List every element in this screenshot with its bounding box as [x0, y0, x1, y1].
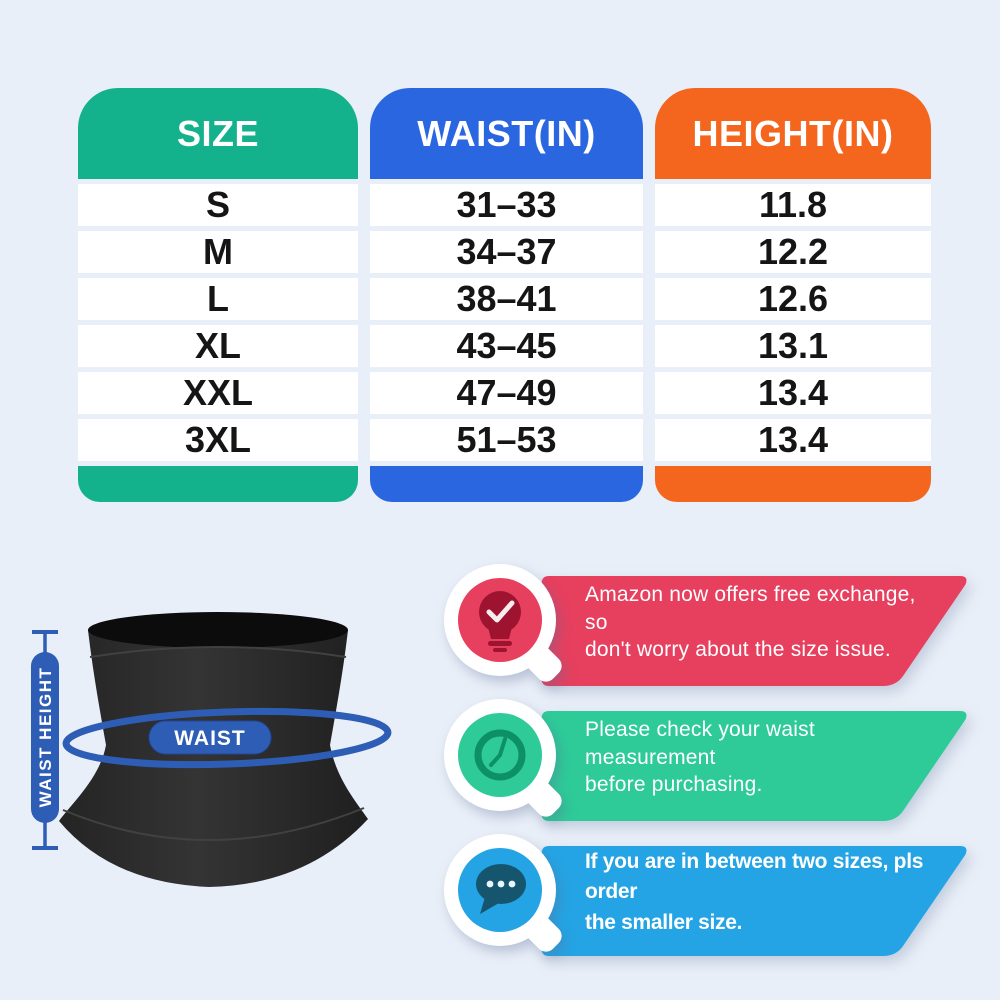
waist-height-pill	[31, 652, 59, 823]
waist-height-label: WAIST HEIGHT	[36, 667, 55, 808]
cell-size: S	[78, 184, 358, 226]
cell-height: 13.4	[655, 372, 931, 414]
cell-waist: 51–53	[370, 419, 643, 461]
callout-free-exchange: Amazon now offers free exchange, so don'…	[435, 555, 995, 705]
cell-size: L	[78, 278, 358, 320]
callout-check-measurement: Please check your waist measurement befo…	[435, 690, 995, 840]
cell-size: M	[78, 231, 358, 273]
column-header-waist: WAIST(IN)	[370, 88, 643, 179]
cell-waist: 43–45	[370, 325, 643, 367]
cell-size: XL	[78, 325, 358, 367]
cell-size: 3XL	[78, 419, 358, 461]
callout-between-sizes: If you are in between two sizes, pls ord…	[435, 825, 995, 975]
cell-height: 13.4	[655, 419, 931, 461]
callout-text: If you are in between two sizes, pls ord…	[585, 849, 924, 934]
cell-size: XXL	[78, 372, 358, 414]
callout-text: Please check your waist measurement befo…	[585, 717, 815, 797]
waist-pill	[148, 720, 272, 755]
callout-text: Amazon now offers free exchange, so don'…	[585, 582, 916, 662]
callout-banner	[541, 711, 967, 821]
measurement-diagram: WAIST HEIGHT WAIST	[31, 612, 392, 887]
cell-waist: 31–33	[370, 184, 643, 226]
table-footer-bar-height	[655, 466, 931, 502]
callout-banner	[541, 846, 967, 956]
callout-banner	[541, 576, 967, 686]
table-footer-bar-size	[78, 466, 358, 502]
column-header-height: HEIGHT(IN)	[655, 88, 931, 179]
table-footer-bar-waist	[370, 466, 643, 502]
clock-icon	[474, 729, 526, 781]
waist-measure-ring	[62, 707, 392, 769]
cell-waist: 34–37	[370, 231, 643, 273]
cell-height: 13.1	[655, 325, 931, 367]
callout-badge	[444, 834, 562, 952]
callout-badge	[444, 699, 562, 817]
column-header-size: SIZE	[78, 88, 358, 179]
cell-height: 12.2	[655, 231, 931, 273]
cell-waist: 38–41	[370, 278, 643, 320]
cell-height: 12.6	[655, 278, 931, 320]
cell-height: 11.8	[655, 184, 931, 226]
cell-waist: 47–49	[370, 372, 643, 414]
waist-label: WAIST	[174, 727, 246, 750]
callout-badge	[444, 564, 562, 682]
size-chart-table: SIZE WAIST(IN) HEIGHT(IN) S 31–33 11.8 M…	[78, 88, 931, 502]
